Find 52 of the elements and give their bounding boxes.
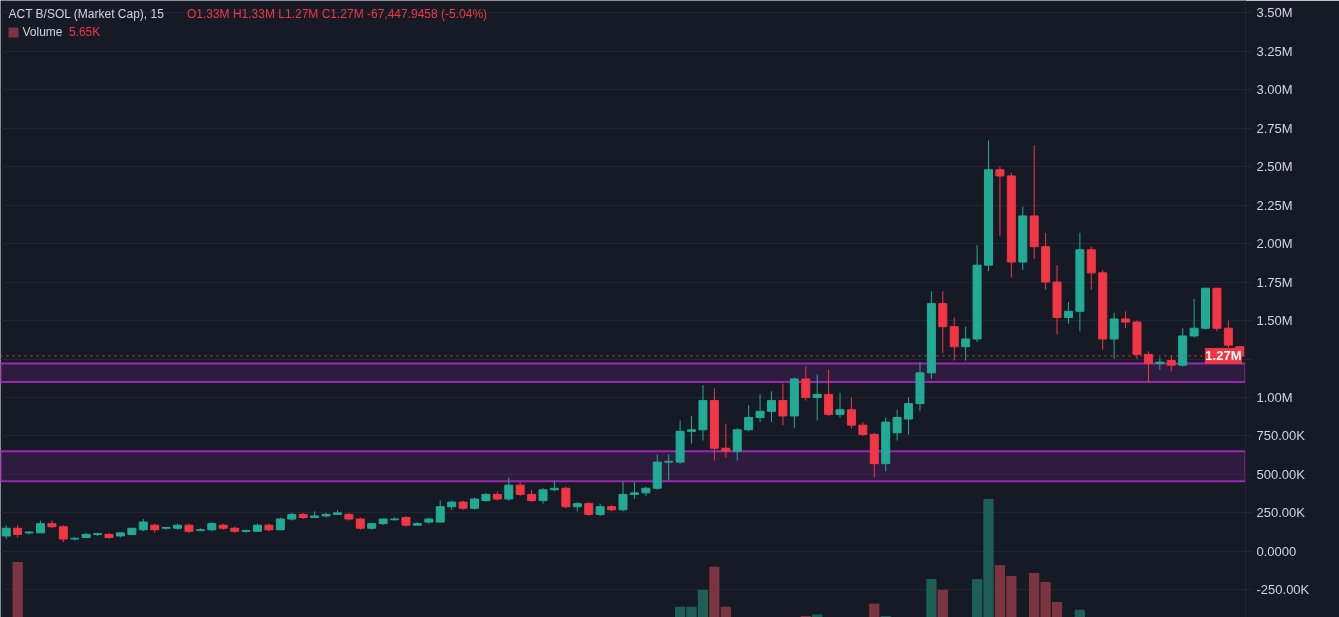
y-tick-label: 2.75M: [1256, 120, 1293, 136]
candlestick: [812, 373, 822, 422]
candlestick: [1063, 301, 1073, 325]
candlestick: [1086, 246, 1096, 291]
candlestick: [664, 453, 674, 482]
candlestick: [561, 486, 571, 509]
candlestick: [1109, 312, 1119, 360]
candlestick: [801, 366, 811, 402]
bar: [12, 562, 23, 617]
bar: [1074, 609, 1086, 617]
y-tick-label: 2.25M: [1256, 197, 1293, 213]
y-tick-label: 1.50M: [1256, 313, 1293, 329]
candlestick: [835, 392, 845, 418]
candlestick: [687, 415, 697, 445]
candlestick: [504, 476, 514, 502]
y-tick-label: 0.0000: [1256, 543, 1297, 559]
legend-label: Volume: [22, 24, 63, 39]
y-tick-label: 750.00K: [1256, 428, 1306, 444]
y-tick-label: 1.75M: [1256, 274, 1293, 290]
candlestick: [755, 393, 765, 423]
candlestick: [618, 481, 628, 512]
candlestick: [904, 396, 914, 435]
y-tick-label: 2.00M: [1256, 236, 1293, 252]
bar: [812, 614, 823, 617]
candlestick: [938, 290, 948, 354]
text: ACT B/SOL (Market Cap), 15: [8, 6, 165, 21]
bar: [869, 603, 880, 617]
bar: [926, 579, 937, 617]
candlestick: [778, 383, 788, 426]
annotation: 5.65K: [68, 24, 101, 39]
bar: [937, 589, 948, 617]
y-tick-label: -250.00K: [1256, 582, 1310, 598]
candlestick: [892, 409, 902, 442]
y-tick-label: 2.50M: [1256, 159, 1293, 175]
candlestick: [766, 390, 776, 423]
candlestick: [846, 396, 856, 429]
annotation: O1.33M H1.33M L1.27M C1.27M -67,447.9458 (-5.04%): [186, 6, 488, 21]
candlestick: [824, 369, 834, 417]
candlestick: [1189, 298, 1199, 338]
candlestick: [961, 326, 971, 362]
y-tick-label: 1.00M: [1256, 389, 1293, 405]
y-tick-label: 3.50M: [1256, 5, 1293, 21]
candlestick: [744, 404, 754, 432]
y-tick-label: 3.25M: [1256, 43, 1293, 59]
candlestick: [721, 423, 731, 458]
candlestick: [435, 500, 445, 523]
candlestick: [732, 427, 742, 462]
ref-line-label: 1.27M: [1205, 348, 1242, 364]
y-tick-label: 3.00M: [1256, 82, 1293, 98]
y-tick-label: 250.00K: [1256, 505, 1306, 521]
candlestick: [995, 166, 1005, 237]
y-tick-label: 500.00K: [1256, 466, 1306, 482]
